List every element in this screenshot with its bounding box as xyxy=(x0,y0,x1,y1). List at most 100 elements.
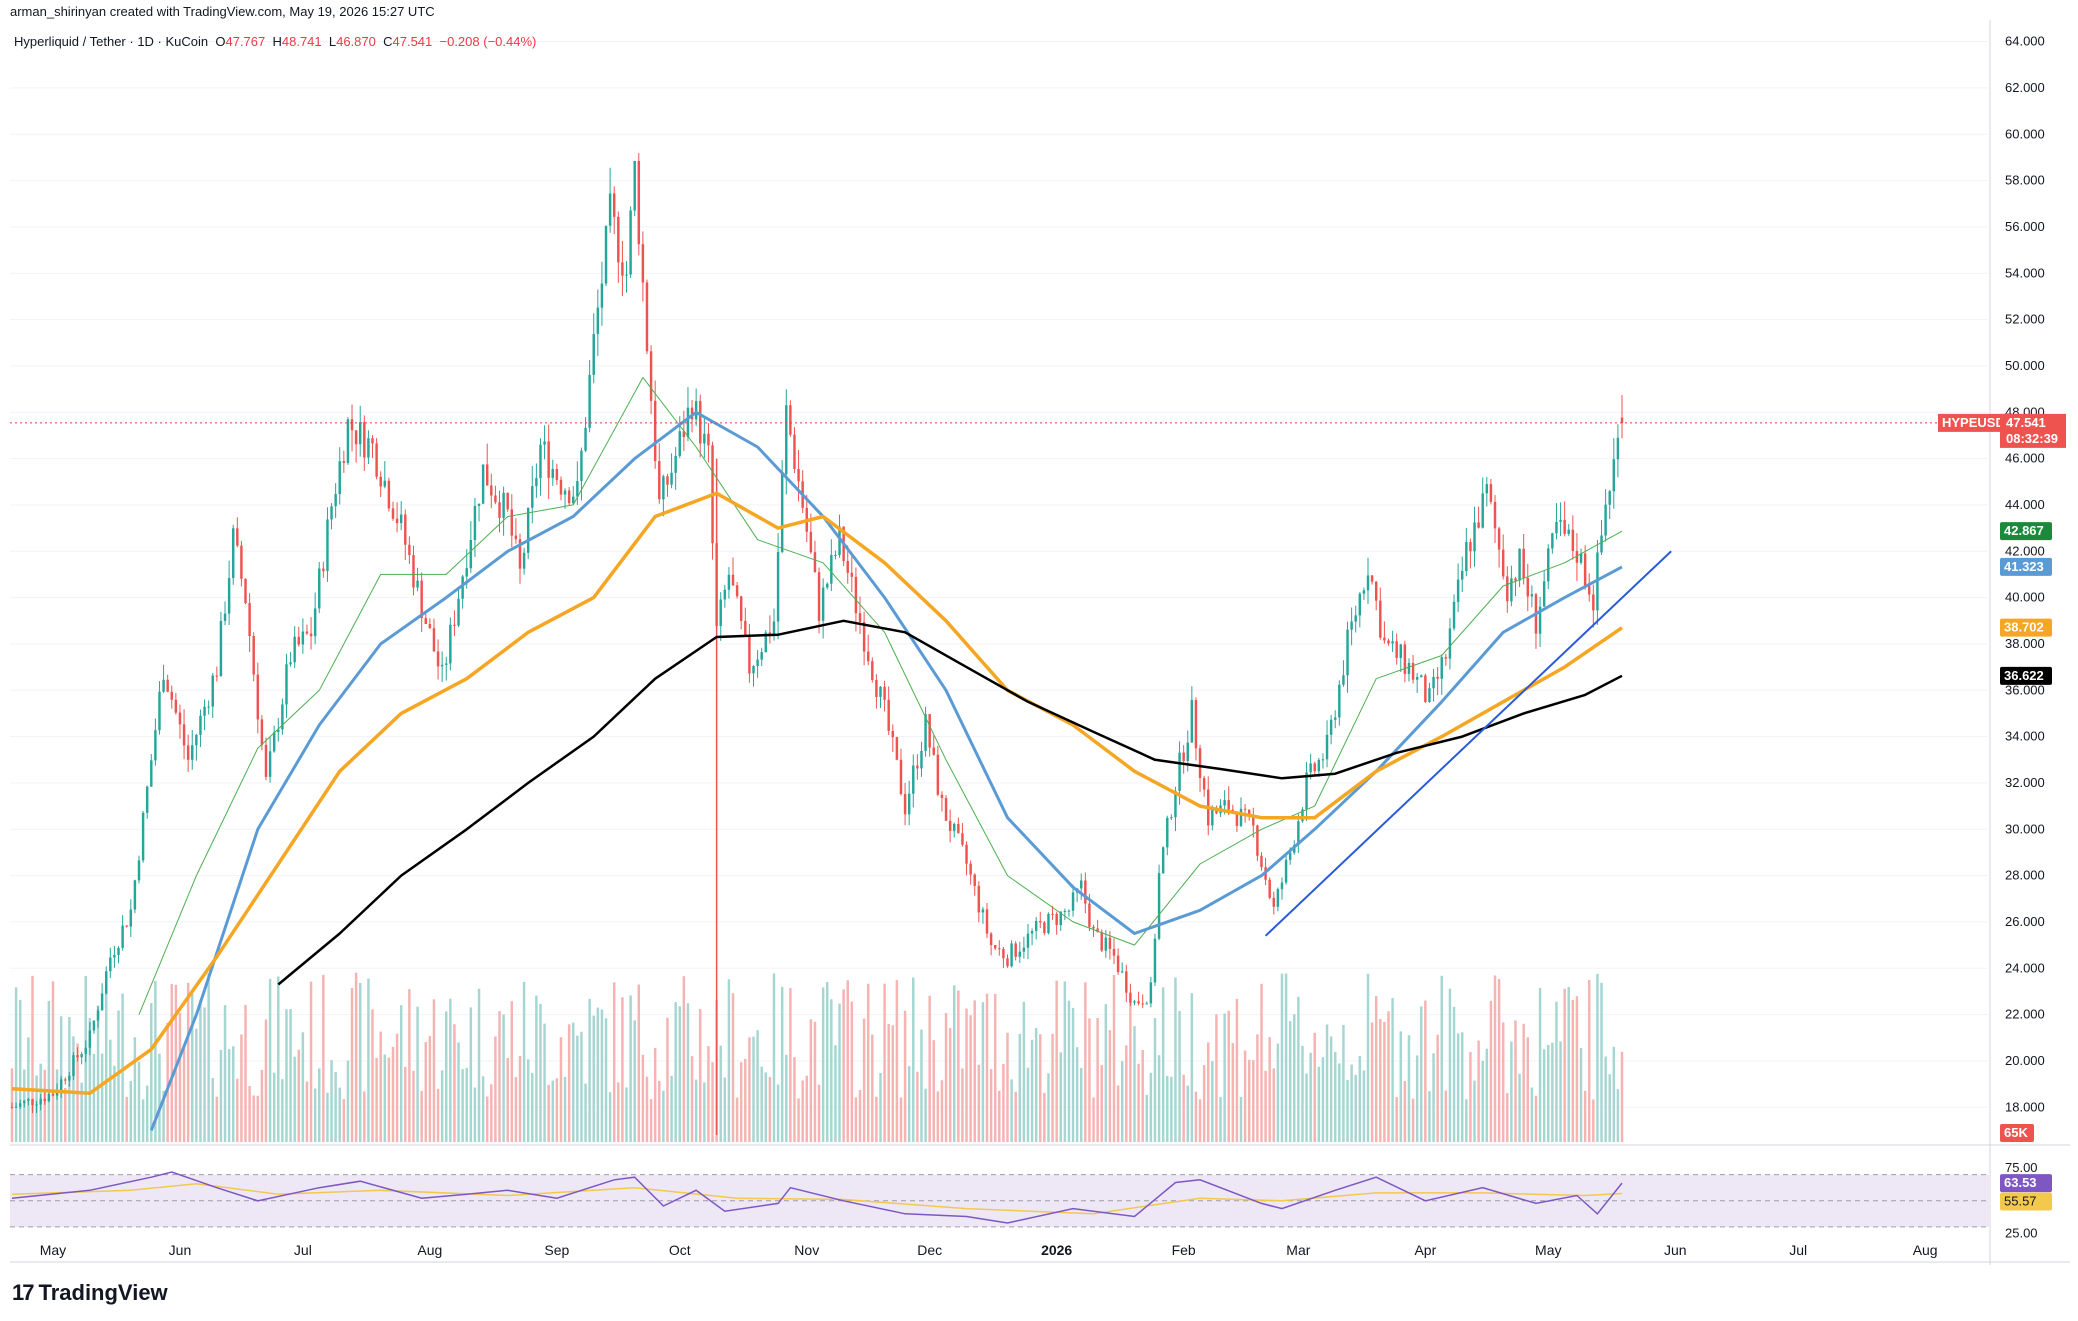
candle-body xyxy=(649,351,653,401)
price-tick-label: 24.000 xyxy=(2005,960,2045,975)
candle-body xyxy=(854,576,858,614)
candle-body xyxy=(940,794,944,799)
volume-bar xyxy=(412,1070,415,1142)
candle-body xyxy=(1137,1001,1140,1004)
volume-bar xyxy=(957,990,960,1142)
volume-bar xyxy=(371,1009,374,1142)
volume-bar xyxy=(1096,1018,1099,1142)
volume-bar xyxy=(1424,1000,1427,1142)
candle-body xyxy=(973,874,976,886)
candle-body xyxy=(1493,501,1497,529)
candle-body xyxy=(1166,817,1169,848)
volume-bar xyxy=(1526,1037,1530,1142)
candle-body xyxy=(1239,808,1243,826)
candle-body xyxy=(1280,882,1284,890)
candle-body xyxy=(1555,521,1558,534)
candle-body xyxy=(129,909,133,927)
candle-body xyxy=(195,734,198,746)
volume-bar xyxy=(830,999,833,1142)
high-label: H xyxy=(272,34,282,49)
volume-bar xyxy=(191,993,194,1142)
volume-bar xyxy=(1247,1059,1251,1142)
volume-bar xyxy=(494,1036,497,1142)
time-tick-label: May xyxy=(40,1242,66,1258)
volume-bar xyxy=(1284,973,1288,1142)
volume-bar xyxy=(1227,1010,1230,1142)
candle-body xyxy=(55,1091,59,1096)
volume-bar xyxy=(1272,1068,1276,1142)
volume-bar xyxy=(1256,1034,1259,1142)
time-axis[interactable]: May Jun Jul Aug Sep Oct Nov Dec 2026 Feb Mar Apr May… xyxy=(40,1242,1938,1258)
candle-body xyxy=(1284,859,1288,883)
candle-body xyxy=(617,216,620,263)
volume-bar xyxy=(457,1042,460,1142)
volume-bar xyxy=(1493,975,1497,1142)
time-tick-label: Jul xyxy=(1789,1242,1807,1258)
volume-bar xyxy=(358,983,362,1142)
volume-bar xyxy=(1198,1099,1202,1142)
volume-bar xyxy=(858,1090,862,1142)
volume-bar xyxy=(1583,1090,1587,1142)
volume-bar xyxy=(80,1082,83,1142)
high-value: 48.741 xyxy=(281,34,322,49)
moving-average-line xyxy=(11,491,1623,1096)
volume-bar xyxy=(428,1036,432,1142)
volume-bar xyxy=(1354,1074,1357,1142)
volume-bar xyxy=(998,1090,1001,1142)
volume-bar xyxy=(277,976,280,1142)
volume-bar xyxy=(887,1023,890,1142)
candle-body xyxy=(760,652,763,660)
price-tick-label: 44.000 xyxy=(2005,497,2045,512)
candle-body xyxy=(1444,657,1448,659)
time-tick-label: Jun xyxy=(169,1242,192,1258)
candle-body xyxy=(404,514,407,545)
volume-bar xyxy=(682,976,686,1142)
candle-body xyxy=(473,505,477,541)
candle-body xyxy=(912,765,915,794)
candle-body xyxy=(1268,879,1271,898)
rsi-value: 63.53 xyxy=(2004,1175,2037,1190)
volume-bar xyxy=(993,993,997,1142)
volume-bar xyxy=(1071,1007,1075,1142)
symbol-legend[interactable]: Hyperliquid / Tether · 1D · KuCoin O47.7… xyxy=(14,34,536,49)
candle-body xyxy=(1272,897,1276,907)
candle-body xyxy=(1358,593,1362,616)
candle-body xyxy=(1174,790,1177,818)
candle-body xyxy=(1424,675,1427,703)
trendline[interactable] xyxy=(1264,550,1672,937)
candle-body xyxy=(465,568,468,577)
volume-bar xyxy=(1194,1091,1198,1142)
low-value: 46.870 xyxy=(336,34,376,49)
candle-body xyxy=(88,1030,92,1048)
candle-body xyxy=(449,624,452,664)
volume-bar xyxy=(1084,982,1087,1142)
open-label: O xyxy=(215,34,226,49)
price-tick-label: 46.000 xyxy=(2005,451,2045,466)
candle-body xyxy=(35,1104,38,1106)
volume-bar xyxy=(711,1062,714,1142)
volume-bar xyxy=(322,974,325,1142)
candle-body xyxy=(191,745,194,760)
candle-body xyxy=(764,632,768,653)
candle-body xyxy=(1108,937,1112,949)
candle-body xyxy=(31,1099,34,1106)
volume-bar xyxy=(1252,1060,1255,1142)
volume-bar xyxy=(981,1002,985,1142)
candle-body xyxy=(862,622,866,652)
volume-bar xyxy=(1301,1045,1304,1142)
rsi-ma-tag-bg xyxy=(2000,1192,2052,1211)
candle-body xyxy=(399,514,403,524)
tradingview-brand[interactable]: 17 TradingView xyxy=(12,1280,168,1306)
volume-bar xyxy=(1276,1043,1280,1142)
volume-bar xyxy=(1116,1085,1120,1142)
candle-body xyxy=(84,1047,87,1055)
candle-body xyxy=(268,751,272,777)
volume-bar xyxy=(281,1079,284,1142)
volume-bar xyxy=(1129,1001,1132,1142)
candle-body xyxy=(162,679,165,692)
candle-body xyxy=(256,674,260,720)
volume-bar xyxy=(1391,998,1394,1142)
volume-bar xyxy=(535,995,538,1142)
price-axis[interactable]: 64.000 62.000 60.000 58.000 56.000 54.000 52.0… xyxy=(2005,34,2045,1115)
volume-bar xyxy=(563,1076,567,1142)
